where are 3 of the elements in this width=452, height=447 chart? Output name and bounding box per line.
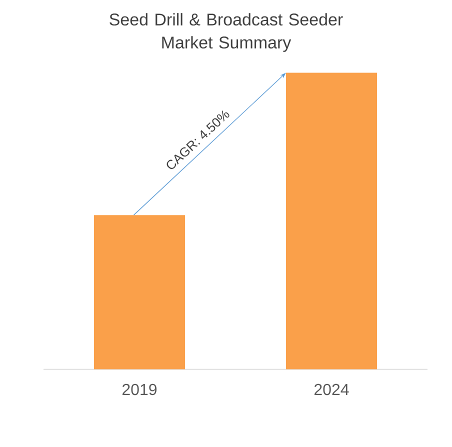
chart-title: Seed Drill & Broadcast Seeder Market Summary (110, 13, 343, 52)
x-tick-label: 2024 (314, 384, 349, 396)
x-tick-label: 2019 (122, 384, 157, 396)
